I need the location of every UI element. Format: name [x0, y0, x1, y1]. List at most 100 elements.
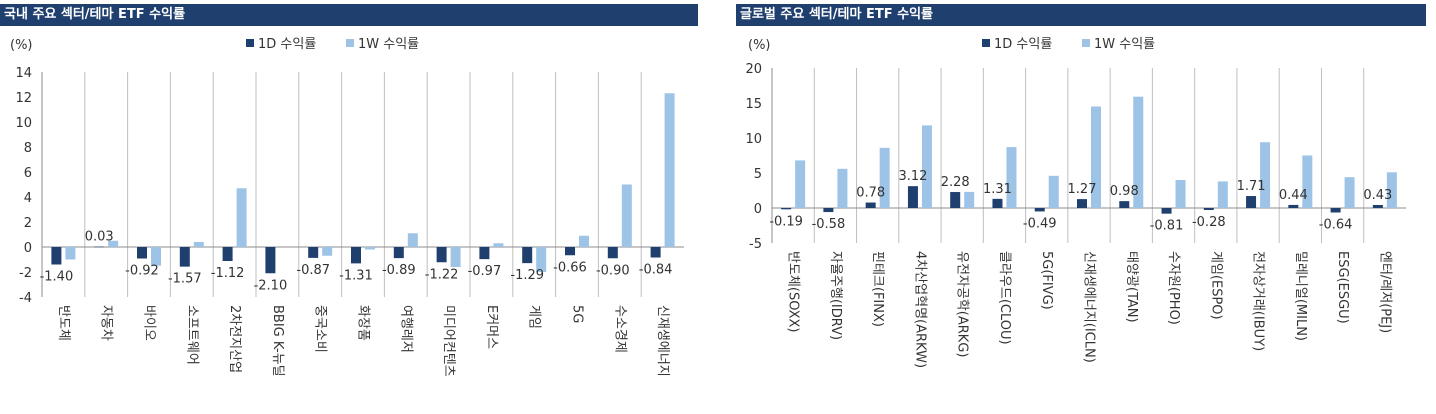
category-label: 자율주행(IDRV): [828, 251, 844, 340]
bar-1d: [1034, 208, 1045, 212]
bar-1d: [222, 247, 233, 261]
bar-1d: [393, 247, 404, 259]
bar-1d: [94, 246, 105, 248]
bar-1w: [65, 247, 76, 260]
data-label-1d: 1.27: [1068, 182, 1097, 197]
bar-1w: [879, 147, 890, 208]
bar-1w: [1175, 180, 1186, 208]
bar-1w: [407, 233, 418, 247]
bar-1w: [579, 235, 589, 247]
data-label-1d: -0.19: [769, 214, 803, 229]
category-label: 중국소비: [313, 305, 328, 353]
bar-1w: [795, 160, 806, 208]
data-label-1d: -0.49: [1023, 216, 1057, 231]
y-tick-label: 10: [745, 132, 762, 147]
data-label-1d: -1.22: [425, 267, 459, 282]
legend-swatch-1d: [982, 39, 990, 47]
data-label-1d: -0.92: [125, 264, 159, 279]
category-label: 엔터/레저(PEJ): [1377, 251, 1392, 333]
category-label: E커머스: [484, 305, 499, 349]
y-tick-label: 10: [15, 116, 32, 131]
data-label-1d: -0.28: [1192, 215, 1226, 230]
category-label: 여행레저: [398, 305, 414, 353]
panel-title: 글로벌 주요 섹터/테마 ETF 수익률: [736, 4, 1426, 26]
data-label-1d: 1.31: [983, 182, 1012, 197]
bar-1w: [1302, 155, 1313, 208]
category-label: 핀테크(FINX): [870, 251, 885, 327]
data-label-1d: -1.57: [168, 272, 202, 287]
legend-label-1w: 1W 수익률: [1094, 37, 1155, 52]
bar-1w: [151, 247, 161, 266]
data-label-1d: 0.98: [1110, 184, 1139, 199]
data-label-1d: -0.90: [596, 263, 630, 278]
bar-1d: [351, 247, 361, 264]
category-label: 게임: [527, 305, 542, 329]
legend-swatch-1w: [1082, 39, 1090, 47]
domestic-etf-chart: (%) 1D 수익률 1W 수익률 -4 -2 0 2 4 6 8 10 12 14 -1.40 반도체 0.…: [10, 37, 684, 377]
category-label: 태양광(TAN): [1124, 251, 1139, 323]
bar-1d: [179, 247, 190, 267]
legend-label-1d: 1D 수익률: [994, 37, 1052, 52]
data-label-1d: -0.58: [812, 217, 846, 232]
bar-1w: [1091, 106, 1101, 208]
data-label-1d: 0.03: [85, 230, 114, 245]
category-label: 4차산업혁명(ARKW): [912, 251, 927, 368]
legend-swatch-1d: [246, 39, 254, 47]
category-label: 밀레니얼(MILN): [1293, 251, 1308, 341]
data-label-1d: -0.66: [553, 260, 587, 275]
category-label: 5G: [570, 305, 585, 323]
bar-1d: [650, 247, 661, 258]
bar-1d: [1077, 199, 1087, 208]
category-label: 수자원(PHO): [1166, 251, 1181, 325]
category-label: 수소경제: [612, 305, 627, 353]
data-label-1d: -0.64: [1319, 217, 1353, 232]
bar-1d: [781, 208, 792, 210]
y-unit-label: (%): [748, 38, 771, 53]
category-label: 5G(FIVG): [1039, 251, 1054, 310]
bar-1w: [1386, 172, 1397, 208]
y-tick-label: 5: [754, 167, 762, 182]
category-label: ESG(ESGU): [1335, 251, 1350, 324]
category-label: BBIG K-뉴딜: [270, 305, 285, 377]
y-unit-label: (%): [10, 38, 33, 53]
y-tick-label: 0: [754, 202, 762, 217]
bar-1d: [607, 247, 618, 259]
category-label: 미디어컨텐츠: [441, 305, 456, 377]
bar-1w: [1048, 175, 1059, 208]
bar-1d: [1119, 201, 1130, 208]
y-tick-label: -2: [19, 266, 32, 281]
data-label-1d: -0.84: [639, 263, 673, 278]
category-label: 전자상거래(IBUY): [1251, 251, 1266, 351]
bar-1w: [493, 243, 504, 247]
panel-title: 국내 주요 섹터/테마 ETF 수익률: [0, 4, 698, 26]
data-label-1d: 0.44: [1279, 188, 1308, 203]
legend-label-1w: 1W 수익률: [358, 37, 419, 52]
y-tick-label: 15: [745, 97, 762, 112]
data-label-1d: 0.43: [1363, 188, 1392, 203]
bar-1d: [1288, 204, 1299, 208]
bar-1w: [236, 188, 247, 247]
bar-1d: [823, 208, 834, 213]
bar-1w: [921, 125, 932, 208]
y-tick-label: -4: [19, 291, 32, 306]
bar-1w: [1217, 181, 1228, 208]
y-tick-label: 6: [24, 166, 32, 181]
y-tick-label: 14: [15, 66, 32, 81]
data-label-1d: -1.29: [510, 268, 544, 283]
data-label-1d: -1.31: [339, 268, 373, 283]
category-label: 자동차: [99, 305, 114, 341]
category-label: 소프트웨어: [184, 305, 199, 365]
y-tick-label: 20: [745, 62, 762, 77]
y-tick-label: 12: [15, 91, 32, 106]
data-label-1d: -2.10: [254, 278, 288, 293]
bar-1w: [536, 247, 547, 272]
bar-1w: [1344, 177, 1355, 208]
y-tick-label: 8: [24, 141, 32, 156]
bar-1w: [1006, 147, 1017, 208]
data-label-1d: -0.89: [382, 263, 416, 278]
data-label-1d: 1.71: [1237, 179, 1266, 194]
data-label-1d: -0.97: [468, 264, 502, 279]
bar-1d: [1246, 196, 1257, 208]
y-tick-label: 0: [24, 241, 32, 256]
bar-1w: [664, 93, 675, 247]
